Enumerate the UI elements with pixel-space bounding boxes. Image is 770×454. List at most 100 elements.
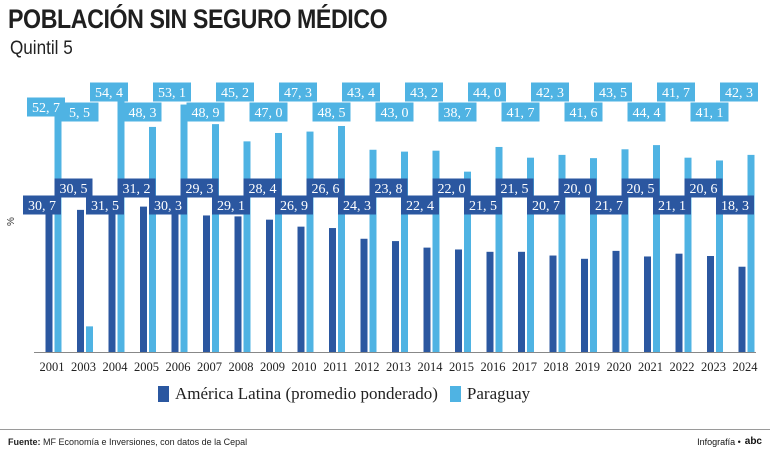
bar-america-latina-2005 xyxy=(140,206,147,352)
data-label-paraguay-2004: 54, 4 xyxy=(95,86,123,101)
x-tick-label-2009: 2009 xyxy=(260,360,285,374)
data-label-america-latina-2001: 30, 7 xyxy=(28,199,56,214)
data-label-paraguay-2003-box xyxy=(60,102,99,122)
brand-logo: abc xyxy=(744,436,762,447)
data-label-america-latina-2012-box xyxy=(338,195,376,215)
x-tick-label-2012: 2012 xyxy=(355,360,380,374)
x-tick-label-2001: 2001 xyxy=(40,360,65,374)
x-tick-label-2003: 2003 xyxy=(71,360,96,374)
data-label-paraguay-2010-box xyxy=(279,82,317,102)
data-label-paraguay-2013: 43, 0 xyxy=(381,106,409,121)
bar-america-latina-2014 xyxy=(423,247,431,352)
data-label-america-latina-2022: 21, 1 xyxy=(658,199,686,214)
legend-item-america-latina: América Latina (promedio ponderado) xyxy=(158,384,438,404)
data-label-america-latina-2024-box xyxy=(716,195,754,215)
bar-paraguay-2017 xyxy=(527,157,534,352)
bar-america-latina-2023 xyxy=(707,256,714,352)
data-label-america-latina-2010: 26, 9 xyxy=(280,199,308,214)
data-label-paraguay-2004-box xyxy=(90,82,128,102)
bar-paraguay-2016 xyxy=(495,146,503,352)
bar-america-latina-2017 xyxy=(518,251,525,352)
data-label-paraguay-2019-box xyxy=(564,102,603,122)
data-label-america-latina-2023-box xyxy=(684,178,723,198)
data-label-paraguay-2005: 48, 3 xyxy=(129,106,157,121)
data-label-america-latina-2006-box xyxy=(149,195,187,215)
x-tick-label-2017: 2017 xyxy=(512,360,537,374)
x-tick-label-2014: 2014 xyxy=(418,360,444,374)
source-note: Fuente: MF Economía e Inversiones, con d… xyxy=(8,437,247,447)
bar-paraguay-2009 xyxy=(275,132,282,352)
data-label-paraguay-2014-box xyxy=(405,82,443,102)
bar-paraguay-2008 xyxy=(243,141,251,352)
data-label-america-latina-2001-box xyxy=(23,195,61,215)
data-label-america-latina-2015: 22, 0 xyxy=(438,182,466,197)
data-label-america-latina-2005: 31, 2 xyxy=(123,182,151,197)
data-label-paraguay-2013-box xyxy=(375,102,414,122)
legend-item-paraguay: Paraguay xyxy=(449,384,530,404)
bar-paraguay-2006 xyxy=(180,104,188,352)
credit: Infografía • abc xyxy=(697,436,762,447)
data-label-america-latina-2008: 29, 1 xyxy=(217,199,245,214)
x-tick-label-2013: 2013 xyxy=(386,360,411,374)
data-label-paraguay-2012-box xyxy=(342,82,380,102)
bar-paraguay-2019 xyxy=(590,158,597,352)
bar-america-latina-2016 xyxy=(486,251,494,352)
data-label-america-latina-2019-box xyxy=(558,178,597,198)
bar-paraguay-2020 xyxy=(621,149,629,352)
data-label-paraguay-2010: 47, 3 xyxy=(284,86,312,101)
legend-label-america-latina: América Latina (promedio ponderado) xyxy=(175,384,438,403)
data-label-america-latina-2013: 23, 8 xyxy=(375,182,403,197)
chart-subtitle: Quintil 5 xyxy=(10,38,73,59)
data-label-paraguay-2020-box xyxy=(594,82,632,102)
bar-america-latina-2012 xyxy=(360,238,368,352)
bar-america-latina-2021 xyxy=(644,256,651,352)
data-label-paraguay-2016-box xyxy=(468,82,506,102)
data-label-america-latina-2008-box xyxy=(212,195,250,215)
bar-paraguay-2012 xyxy=(369,149,377,352)
data-label-paraguay-2022: 41, 7 xyxy=(662,86,690,101)
data-label-paraguay-2020: 43, 5 xyxy=(599,86,627,101)
data-label-paraguay-2021: 44, 4 xyxy=(633,106,661,121)
data-label-paraguay-2022-box xyxy=(657,82,695,102)
bar-paraguay-2001 xyxy=(54,106,62,352)
bar-paraguay-2021 xyxy=(653,145,660,352)
data-label-america-latina-2009: 28, 4 xyxy=(249,182,277,197)
x-tick-label-2023: 2023 xyxy=(701,360,726,374)
data-label-paraguay-2007-box xyxy=(186,102,225,122)
bar-america-latina-2020 xyxy=(612,250,620,352)
x-tick-label-2016: 2016 xyxy=(481,360,506,374)
source-text: MF Economía e Inversiones, con datos de … xyxy=(43,437,248,447)
data-label-america-latina-2018-box xyxy=(527,195,565,215)
bar-paraguay-2024 xyxy=(747,154,755,352)
data-label-america-latina-2018: 20, 7 xyxy=(532,199,560,214)
data-label-america-latina-2011-box xyxy=(306,178,345,198)
x-tick-label-2006: 2006 xyxy=(166,360,191,374)
x-tick-label-2022: 2022 xyxy=(670,360,695,374)
data-label-paraguay-2015: 38, 7 xyxy=(444,106,472,121)
bar-america-latina-2011 xyxy=(329,228,336,352)
bar-america-latina-2008 xyxy=(234,216,242,352)
bar-america-latina-2018 xyxy=(549,255,557,352)
data-label-paraguay-2018: 42, 3 xyxy=(536,86,564,101)
data-label-paraguay-2016: 44, 0 xyxy=(473,86,501,101)
data-label-america-latina-2004-box xyxy=(86,195,124,215)
legend-swatch-america-latina xyxy=(158,386,169,402)
data-label-paraguay-2024: 42, 3 xyxy=(725,86,753,101)
x-tick-label-2007: 2007 xyxy=(197,360,222,374)
bar-paraguay-2022 xyxy=(684,157,692,352)
data-label-america-latina-2011: 26, 6 xyxy=(312,182,340,197)
bar-america-latina-2019 xyxy=(581,258,588,352)
data-label-paraguay-2023: 41, 1 xyxy=(696,106,724,121)
data-label-paraguay-2009: 47, 0 xyxy=(255,106,283,121)
bar-paraguay-2010 xyxy=(306,131,314,352)
footer-divider xyxy=(0,429,770,430)
data-label-america-latina-2014-box xyxy=(401,195,439,215)
data-label-paraguay-2009-box xyxy=(249,102,288,122)
data-label-paraguay-2019: 41, 6 xyxy=(570,106,598,121)
bar-america-latina-2004 xyxy=(108,205,116,352)
chart-legend: América Latina (promedio ponderado) Para… xyxy=(158,384,542,404)
data-label-america-latina-2021-box xyxy=(621,178,660,198)
data-label-america-latina-2017: 21, 5 xyxy=(501,182,529,197)
data-label-america-latina-2003-box xyxy=(54,178,93,198)
bar-america-latina-2022 xyxy=(675,253,683,352)
